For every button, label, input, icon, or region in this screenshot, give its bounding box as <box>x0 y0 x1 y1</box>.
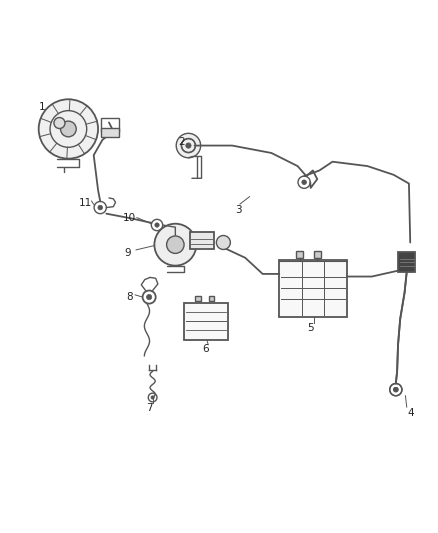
Circle shape <box>216 236 230 249</box>
Bar <box>101 128 119 137</box>
Circle shape <box>186 143 191 148</box>
Bar <box>279 260 347 317</box>
Circle shape <box>302 180 307 184</box>
Text: 2: 2 <box>179 137 185 147</box>
Bar <box>101 118 119 132</box>
Circle shape <box>39 99 98 159</box>
Circle shape <box>155 223 159 227</box>
Text: 8: 8 <box>126 292 133 302</box>
Text: 4: 4 <box>408 408 414 418</box>
Bar <box>190 232 214 248</box>
Circle shape <box>393 387 398 392</box>
Text: 6: 6 <box>203 344 209 354</box>
Circle shape <box>166 236 184 253</box>
Text: 1: 1 <box>39 102 46 112</box>
Circle shape <box>154 224 196 265</box>
Circle shape <box>393 387 398 392</box>
Circle shape <box>176 133 201 158</box>
Bar <box>314 251 321 258</box>
Text: 7: 7 <box>146 403 152 414</box>
Bar <box>296 251 303 258</box>
Bar <box>399 252 415 272</box>
Bar <box>184 303 228 340</box>
Circle shape <box>151 396 154 399</box>
Bar <box>208 296 214 301</box>
Bar <box>195 296 201 301</box>
Circle shape <box>98 205 102 210</box>
Text: 11: 11 <box>79 198 92 208</box>
Circle shape <box>60 121 76 137</box>
Text: 10: 10 <box>123 214 136 223</box>
Text: 3: 3 <box>235 205 242 215</box>
Circle shape <box>147 294 152 300</box>
Circle shape <box>54 118 65 128</box>
Text: 5: 5 <box>307 322 314 333</box>
Text: 9: 9 <box>124 248 131 259</box>
